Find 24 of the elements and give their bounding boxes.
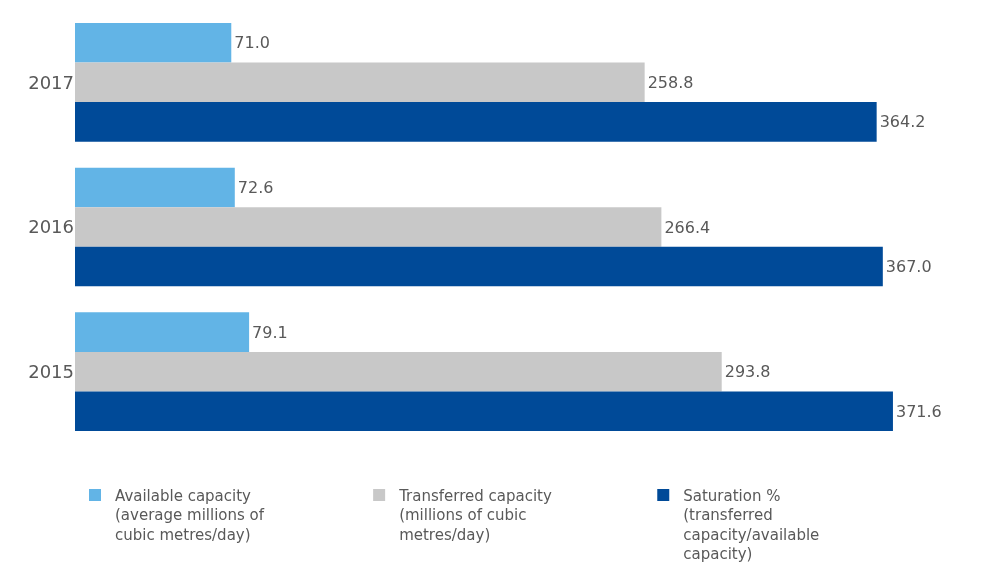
legend-label: Available capacity (average millions of cubic metres/day) [115, 486, 265, 544]
bar [75, 23, 232, 63]
data-label: 371.6 [895, 401, 942, 421]
data-label: 72.6 [237, 177, 274, 197]
data-label: 367.0 [885, 257, 932, 277]
bar [75, 312, 250, 352]
data-label: 266.4 [664, 217, 711, 237]
data-label: 71.0 [234, 33, 270, 53]
bar [75, 167, 235, 208]
legend-label: Saturation % (transferred capacity/available capacity) [683, 486, 820, 564]
bar [75, 102, 877, 142]
bar [75, 207, 662, 247]
data-label: 258.8 [647, 72, 694, 92]
y-tick-label: 2015 [28, 360, 74, 382]
bar [75, 391, 893, 431]
bar [75, 62, 645, 103]
data-label: 293.8 [724, 362, 771, 382]
data-label: 79.1 [252, 322, 288, 342]
y-tick-label: 2017 [28, 71, 74, 93]
y-tick-label: 2016 [28, 216, 74, 238]
legend-label: Transferred capacity (millions of cubic metres/day) [398, 486, 552, 544]
bar [75, 351, 722, 392]
data-label: 364.2 [879, 112, 926, 132]
bar [75, 246, 883, 287]
